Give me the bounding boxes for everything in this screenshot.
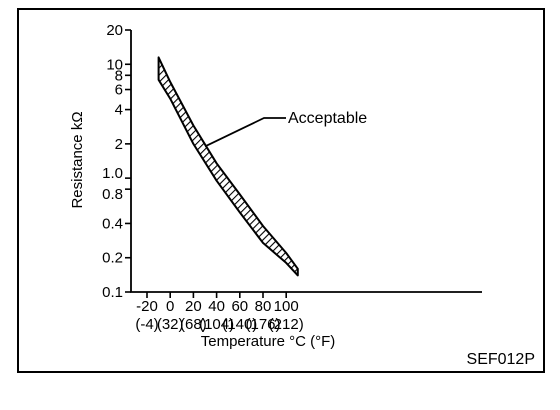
y-tick-label: 0.8 <box>102 186 123 203</box>
axes <box>130 30 482 293</box>
figure-code: SEF012P <box>467 351 535 368</box>
x-tick-label-fahrenheit: (104) <box>199 316 234 333</box>
y-tick-label: 10 <box>106 56 123 73</box>
figure-frame <box>17 8 545 373</box>
x-tick-label-fahrenheit: (140) <box>222 316 257 333</box>
x-tick-label-celsius: 20 <box>185 298 202 315</box>
y-tick-label: 0.2 <box>102 250 123 267</box>
y-tick-label: 20 <box>106 22 123 39</box>
x-tick-label-celsius: 40 <box>208 298 225 315</box>
x-tick-label-celsius: 100 <box>274 298 299 315</box>
x-tick-label-fahrenheit: (32) <box>157 316 184 333</box>
x-tick-label-fahrenheit: (212) <box>269 316 304 333</box>
x-tick-label-fahrenheit: (-4) <box>135 316 158 333</box>
y-tick-label: 8 <box>115 67 123 84</box>
x-tick-label-fahrenheit: (68) <box>180 316 207 333</box>
x-tick-label-celsius: -20 <box>136 298 158 315</box>
y-tick-label: 4 <box>115 102 123 119</box>
acceptable-band-group <box>157 56 299 277</box>
y-tick-label: 0.1 <box>102 284 123 301</box>
y-tick-label: 1.0 <box>102 165 123 182</box>
x-axis-ticks: -20(-4) 0(32)20(68)40(104)60(140)80(176)1… <box>135 292 304 333</box>
x-axis-label: Temperature °C (°F) <box>201 333 336 350</box>
x-tick-label-celsius: 80 <box>255 298 272 315</box>
acceptable-band <box>157 56 299 277</box>
x-tick-label-celsius: 60 <box>231 298 248 315</box>
y-tick-label: 0.4 <box>102 215 123 232</box>
annotation-leader-line <box>204 117 286 148</box>
y-axis-label: Resistance kΩ <box>69 111 86 208</box>
y-tick-label: 6 <box>115 82 123 99</box>
x-tick-label-fahrenheit: (176) <box>245 316 280 333</box>
acceptable-annotation: Acceptable <box>288 110 367 127</box>
y-tick-label: 2 <box>115 136 123 153</box>
x-tick-label-celsius: 0 <box>166 298 174 315</box>
